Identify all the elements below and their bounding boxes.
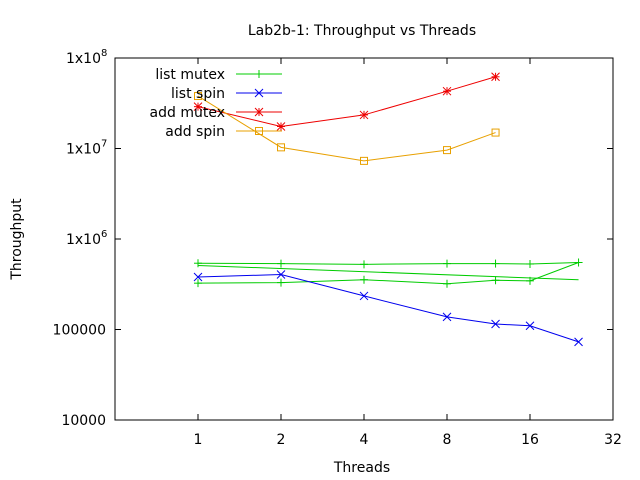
add-spin-line xyxy=(197,95,496,162)
series-add-spin xyxy=(194,92,500,165)
series-list-spin xyxy=(193,270,583,347)
extra-series-line xyxy=(197,264,579,281)
list-mutex-point xyxy=(526,259,534,268)
legend-marker-add-mutex xyxy=(254,107,264,117)
list-mutex-point xyxy=(491,259,500,268)
add-spin-point xyxy=(491,128,500,137)
list-mutex-point xyxy=(194,259,202,268)
list-spin-point xyxy=(359,291,369,301)
add-mutex-point xyxy=(193,102,203,112)
list-mutex-point xyxy=(360,275,368,284)
x-tick-label: 8 xyxy=(443,432,452,448)
list-spin-point xyxy=(442,312,452,322)
y-tick-exponent: 7 xyxy=(101,139,107,150)
list-mutex-point xyxy=(443,279,451,288)
y-axis-label: Throughput xyxy=(9,198,25,281)
list-mutex-point xyxy=(277,259,285,268)
list-mutex-point xyxy=(194,279,202,288)
series-add-mutex xyxy=(193,72,500,131)
y-tick-exponent: 8 xyxy=(101,48,107,59)
list-mutex-point xyxy=(360,260,368,269)
legend-marker-add-spin xyxy=(255,127,263,135)
add-spin-point xyxy=(194,92,202,101)
list-mutex-point xyxy=(491,276,500,285)
list-spin-point xyxy=(574,337,583,347)
add-mutex-point xyxy=(276,122,286,131)
legend: list mutex list spin add mutex add spin xyxy=(150,67,282,140)
list-mutex-point xyxy=(574,258,583,267)
x-axis-label: Threads xyxy=(333,460,390,476)
y-tick-label: 1x10 xyxy=(66,142,101,158)
series-layer xyxy=(193,72,583,347)
legend-marker-list-mutex xyxy=(255,70,263,78)
list-spin-point xyxy=(276,270,286,279)
list-mutex-point xyxy=(526,276,534,285)
add-spin-point xyxy=(360,156,368,165)
y-tick-label: 10000 xyxy=(61,413,106,429)
y-tick-label: 1x10 xyxy=(66,51,101,67)
add-mutex-point xyxy=(442,86,452,96)
legend-label-list-mutex: list mutex xyxy=(155,67,225,83)
y-tick-label: 100000 xyxy=(53,323,106,339)
legend-label-list-spin: list spin xyxy=(171,86,225,102)
add-spin-point xyxy=(443,146,451,155)
series-list-mutex xyxy=(194,258,583,288)
add-mutex-line xyxy=(197,76,496,128)
legend-label-add-spin: add spin xyxy=(165,124,225,140)
legend-label-add-mutex: add mutex xyxy=(150,105,225,121)
add-mutex-point xyxy=(491,72,500,82)
list-mutex-point xyxy=(277,278,285,287)
list-spin-point xyxy=(491,319,500,329)
x-tick-label: 32 xyxy=(604,432,622,448)
list-mutex-point xyxy=(443,259,451,268)
list-spin-point xyxy=(525,321,535,331)
chart-title: Lab2b-1: Throughput vs Threads xyxy=(248,23,476,39)
x-tick-label: 4 xyxy=(360,432,369,448)
y-tick-exponent: 6 xyxy=(101,229,107,240)
list-spin-line xyxy=(197,274,579,343)
list-spin-point xyxy=(193,272,203,282)
x-tick-label: 16 xyxy=(521,432,539,448)
add-spin-point xyxy=(277,143,285,152)
list-mutex-line xyxy=(197,261,579,285)
add-mutex-point xyxy=(359,110,369,120)
x-tick-label: 2 xyxy=(277,432,286,448)
x-tick-label: 1 xyxy=(194,432,203,448)
legend-marker-list-spin xyxy=(254,88,264,98)
y-tick-label: 1x10 xyxy=(66,232,101,248)
